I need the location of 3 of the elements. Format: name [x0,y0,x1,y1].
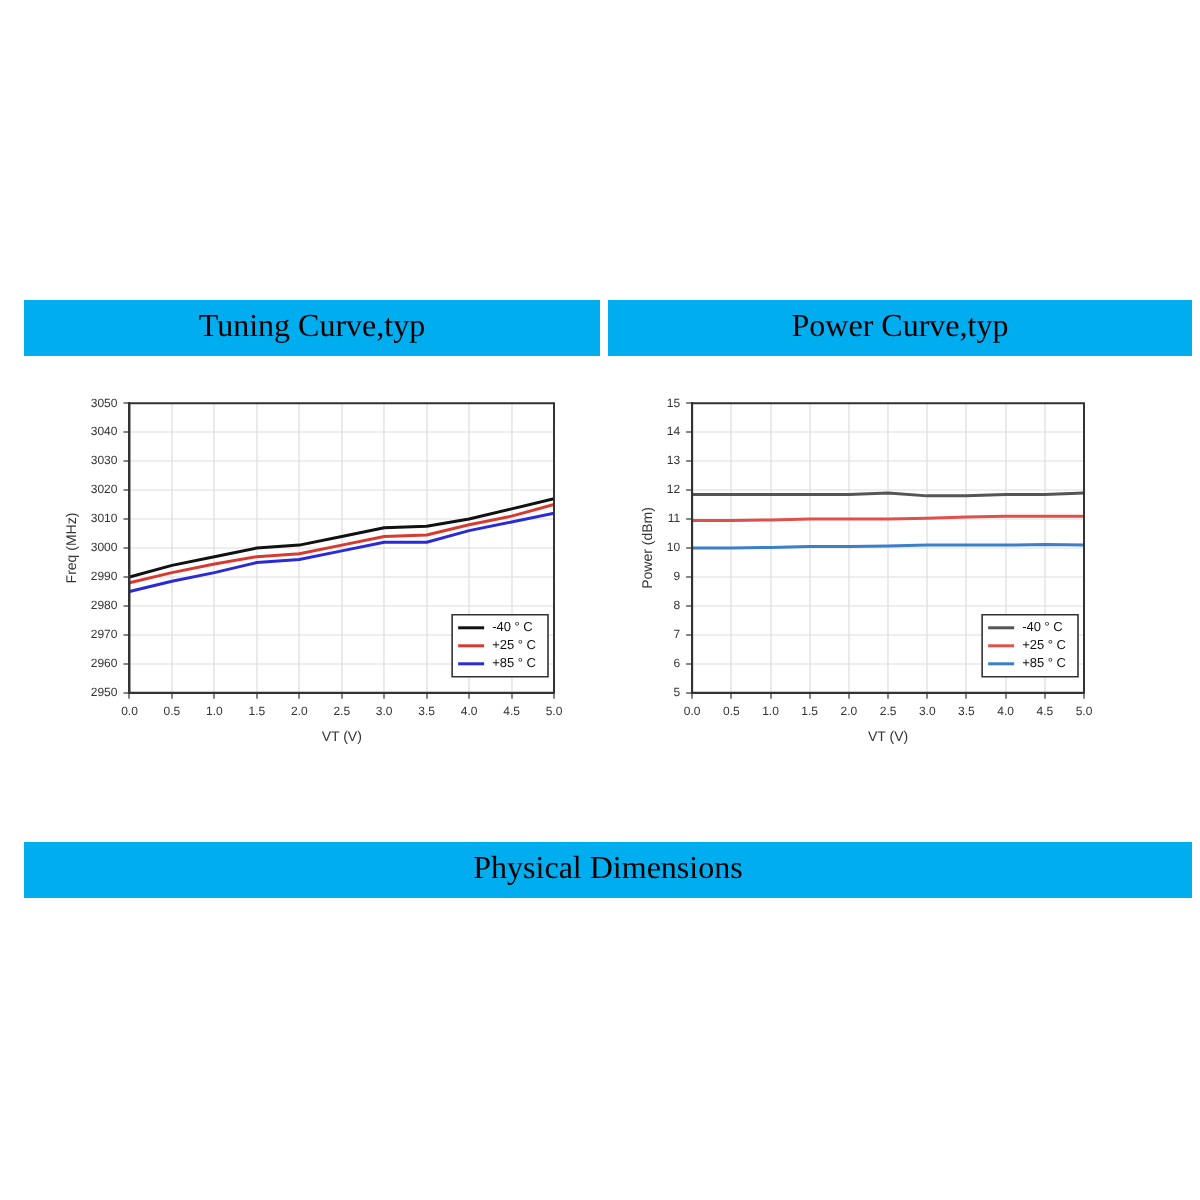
chart-title: Power Curve,typ [608,300,1192,356]
chart-title: Tuning Curve,typ [24,300,600,356]
text: Physical Dimensions [24,842,1192,898]
